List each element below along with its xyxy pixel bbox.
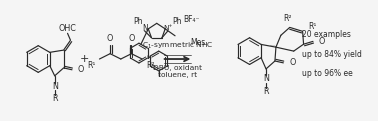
Text: R: R [52,94,57,103]
Text: O: O [318,37,325,46]
Text: R²: R² [284,14,292,23]
Text: up to 84% yield: up to 84% yield [302,50,362,59]
Text: O: O [128,34,135,43]
Text: 20 examples: 20 examples [302,30,351,39]
Text: C$_1$-symmetric NHC: C$_1$-symmetric NHC [142,41,213,51]
Text: Ph: Ph [172,16,181,26]
Text: toluene, rt: toluene, rt [158,72,197,78]
Text: O: O [290,58,296,68]
Text: OHC: OHC [59,24,76,33]
Text: Ph: Ph [133,16,143,26]
Text: BF₄⁻: BF₄⁻ [183,15,200,24]
Text: N: N [263,74,269,83]
Text: Mes: Mes [190,38,205,47]
Text: O: O [107,34,113,43]
Text: +: + [80,54,89,64]
Text: ···: ··· [269,44,275,49]
Text: N: N [143,24,148,33]
Text: R²: R² [146,61,154,70]
Text: R: R [263,87,269,96]
Text: R¹: R¹ [308,22,317,31]
Text: O: O [77,65,84,74]
Text: N: N [52,82,57,91]
Text: DBU, oxidant: DBU, oxidant [153,65,202,71]
Text: N⁺: N⁺ [163,25,173,31]
Text: up to 96% ee: up to 96% ee [302,69,353,78]
Text: R¹: R¹ [87,61,96,70]
